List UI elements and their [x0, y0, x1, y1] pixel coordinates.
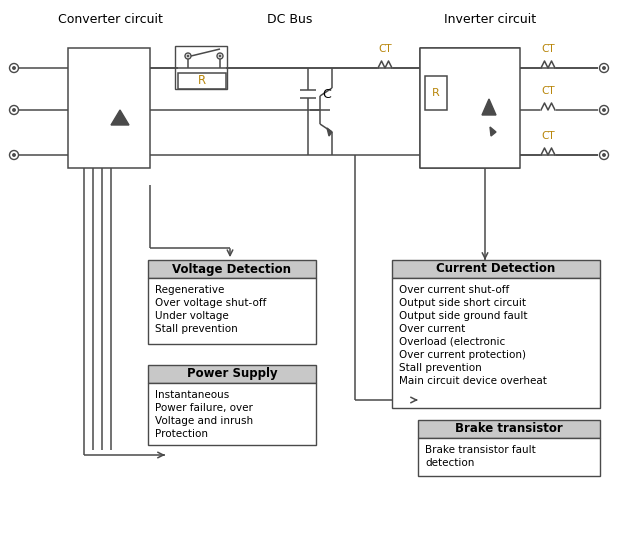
- Text: R: R: [432, 88, 440, 98]
- Bar: [425, 76, 447, 110]
- Circle shape: [600, 150, 608, 159]
- Text: Power failure, over: Power failure, over: [155, 403, 253, 413]
- Text: Main circuit device overheat: Main circuit device overheat: [399, 376, 547, 386]
- Text: Current Detection: Current Detection: [436, 263, 556, 276]
- Text: Over voltage shut-off: Over voltage shut-off: [155, 298, 267, 308]
- Text: DC Bus: DC Bus: [267, 13, 312, 26]
- Circle shape: [219, 55, 221, 57]
- Text: Over current: Over current: [399, 324, 465, 334]
- Text: detection: detection: [425, 458, 474, 468]
- Text: Brake transistor fault: Brake transistor fault: [425, 445, 536, 455]
- Circle shape: [9, 105, 19, 114]
- Polygon shape: [482, 99, 496, 115]
- Text: Voltage and inrush: Voltage and inrush: [155, 416, 253, 426]
- Bar: [178, 73, 226, 89]
- Circle shape: [12, 66, 16, 70]
- Text: CT: CT: [378, 44, 392, 54]
- Text: R: R: [198, 74, 206, 88]
- Circle shape: [12, 154, 16, 157]
- Text: CT: CT: [541, 131, 555, 141]
- Text: Inverter circuit: Inverter circuit: [444, 13, 536, 26]
- Text: Output side ground fault: Output side ground fault: [399, 311, 528, 321]
- Bar: [418, 438, 600, 476]
- Bar: [148, 365, 316, 383]
- Circle shape: [187, 55, 189, 57]
- Bar: [148, 278, 316, 344]
- Text: Brake transistor: Brake transistor: [455, 423, 563, 435]
- Text: Overload (electronic: Overload (electronic: [399, 337, 505, 347]
- Text: Instantaneous: Instantaneous: [155, 390, 229, 400]
- Text: Over current shut-off: Over current shut-off: [399, 285, 509, 295]
- Bar: [392, 260, 600, 278]
- Circle shape: [603, 109, 606, 112]
- Circle shape: [603, 66, 606, 70]
- Bar: [148, 260, 316, 278]
- Bar: [148, 383, 316, 445]
- Polygon shape: [327, 128, 332, 136]
- Text: Under voltage: Under voltage: [155, 311, 229, 321]
- Text: CT: CT: [541, 44, 555, 54]
- Circle shape: [12, 109, 16, 112]
- Bar: [420, 48, 520, 168]
- Circle shape: [600, 64, 608, 73]
- Text: Over current protection): Over current protection): [399, 350, 526, 360]
- Text: Power Supply: Power Supply: [187, 368, 277, 380]
- Circle shape: [600, 105, 608, 114]
- Text: Protection: Protection: [155, 429, 208, 439]
- Text: Stall prevention: Stall prevention: [399, 363, 482, 373]
- Text: Output side short circuit: Output side short circuit: [399, 298, 526, 308]
- Text: Regenerative: Regenerative: [155, 285, 224, 295]
- Bar: [68, 48, 150, 168]
- Text: Converter circuit: Converter circuit: [58, 13, 162, 26]
- Text: Stall prevention: Stall prevention: [155, 324, 237, 334]
- Text: CT: CT: [541, 86, 555, 96]
- Text: C: C: [322, 88, 330, 101]
- Circle shape: [217, 53, 223, 59]
- Bar: [175, 46, 227, 89]
- Polygon shape: [490, 127, 496, 136]
- Text: Voltage Detection: Voltage Detection: [172, 263, 291, 276]
- Bar: [392, 278, 600, 408]
- Bar: [418, 420, 600, 438]
- Circle shape: [603, 154, 606, 157]
- Circle shape: [9, 64, 19, 73]
- Circle shape: [185, 53, 191, 59]
- Circle shape: [9, 150, 19, 159]
- Polygon shape: [111, 110, 129, 125]
